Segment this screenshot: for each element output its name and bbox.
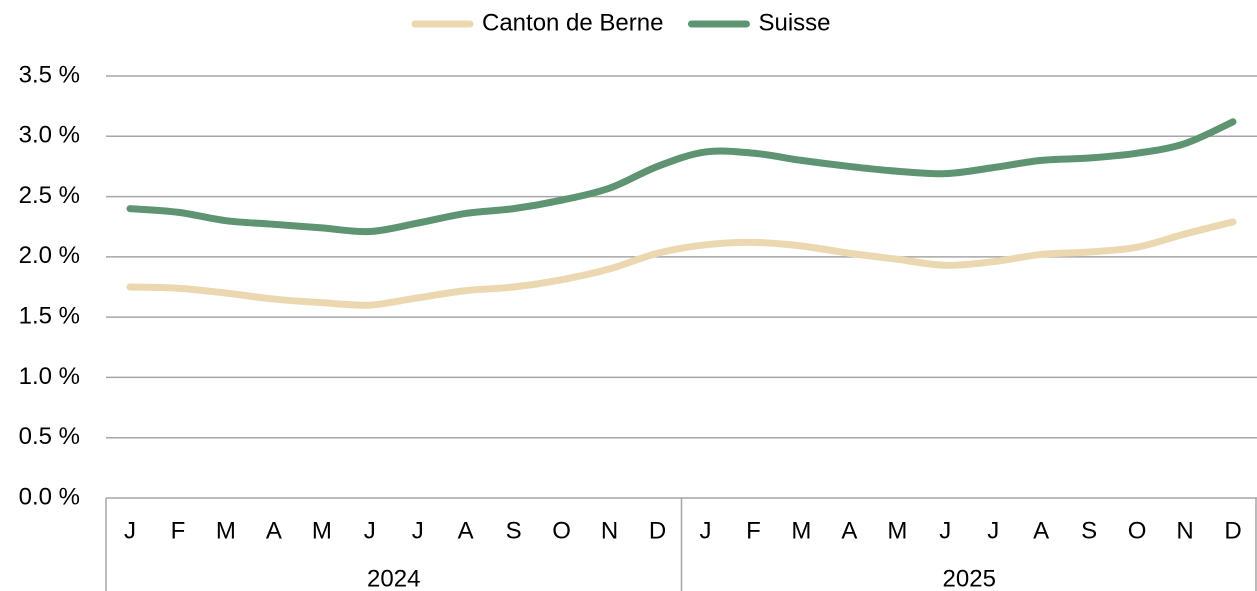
x-tick-label: A xyxy=(1033,517,1049,544)
x-tick-label: A xyxy=(458,517,474,544)
y-tick-label: 1.5 % xyxy=(19,302,80,329)
y-tick-label: 0.0 % xyxy=(19,483,80,510)
x-tick-label: J xyxy=(987,517,999,544)
x-tick-label: F xyxy=(746,517,761,544)
x-tick-label: J xyxy=(412,517,424,544)
x-tick-label: S xyxy=(506,517,522,544)
x-tick-label: N xyxy=(601,517,618,544)
legend-label: Canton de Berne xyxy=(482,9,663,36)
x-tick-label: F xyxy=(171,517,186,544)
y-tick-label: 2.0 % xyxy=(19,242,80,269)
x-tick-label: J xyxy=(124,517,136,544)
x-tick-label: M xyxy=(887,517,907,544)
y-tick-label: 1.0 % xyxy=(19,363,80,390)
x-tick-label: A xyxy=(266,517,282,544)
x-tick-label: J xyxy=(364,517,376,544)
x-tick-label: J xyxy=(699,517,711,544)
x-tick-label: N xyxy=(1176,517,1193,544)
x-tick-label: D xyxy=(649,517,666,544)
x-tick-label: O xyxy=(552,517,571,544)
y-tick-label: 3.5 % xyxy=(19,61,80,88)
y-tick-label: 0.5 % xyxy=(19,423,80,450)
x-tick-label: M xyxy=(791,517,811,544)
x-tick-label: M xyxy=(312,517,332,544)
series-line xyxy=(126,118,1237,236)
group-label: 2024 xyxy=(367,565,420,591)
y-tick-label: 3.0 % xyxy=(19,122,80,149)
series-line xyxy=(126,218,1237,309)
y-tick-label: 2.5 % xyxy=(19,182,80,209)
x-tick-label: S xyxy=(1081,517,1097,544)
x-tick-label: M xyxy=(216,517,236,544)
x-tick-label: A xyxy=(841,517,857,544)
x-tick-label: D xyxy=(1224,517,1241,544)
x-tick-label: J xyxy=(939,517,951,544)
legend-label: Suisse xyxy=(758,9,830,36)
group-label: 2025 xyxy=(943,565,996,591)
x-tick-label: O xyxy=(1128,517,1147,544)
